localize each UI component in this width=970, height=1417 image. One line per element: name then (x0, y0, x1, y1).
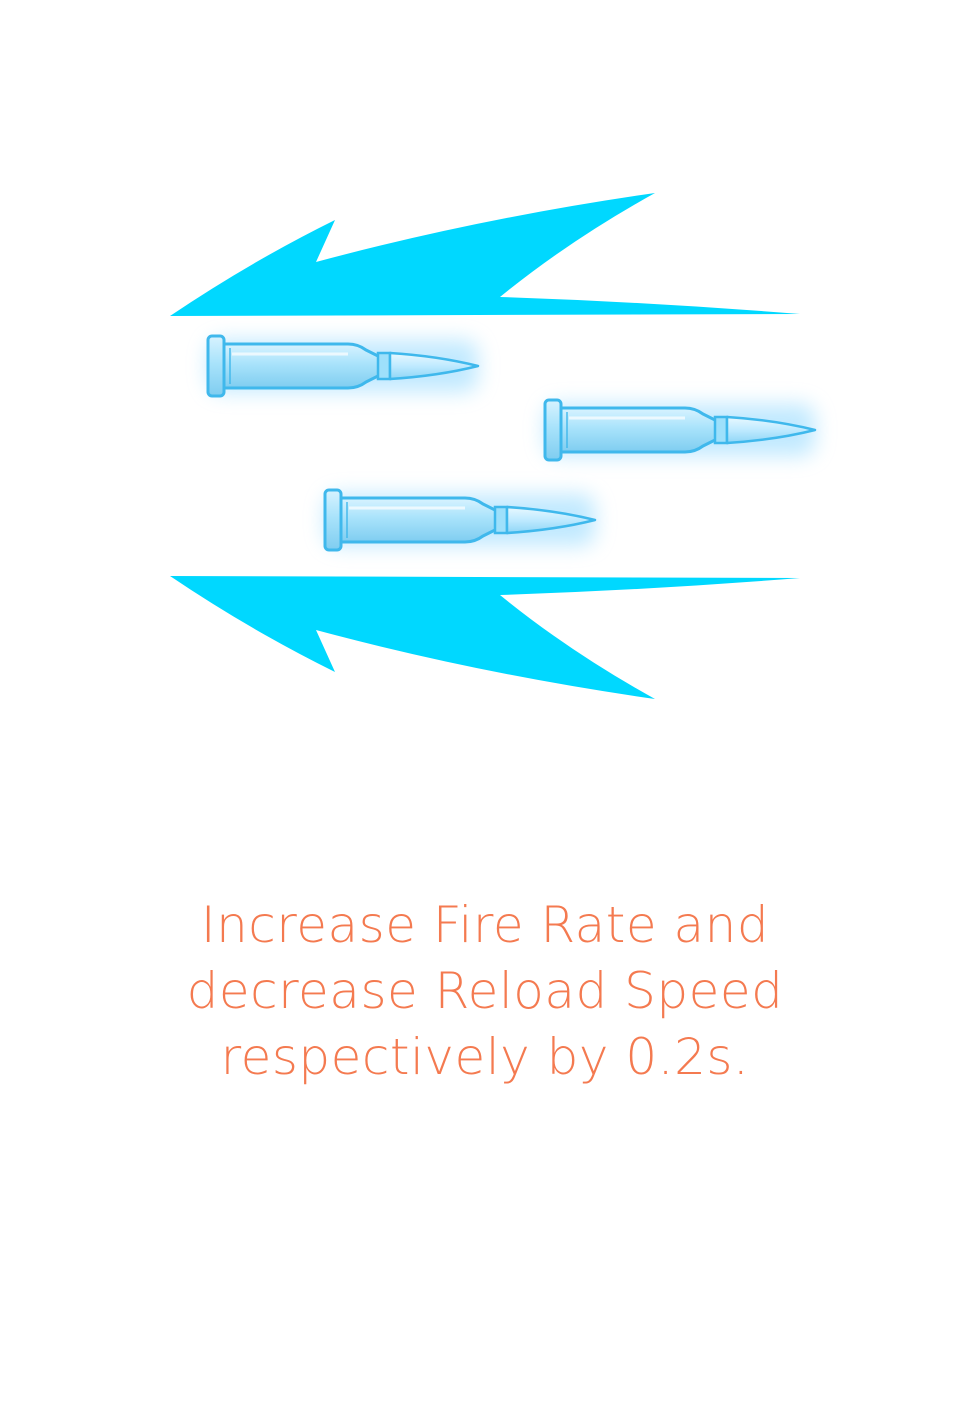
bullet-icon (325, 490, 595, 550)
bullet-icon (208, 336, 478, 396)
speed-arrow-left-icon (170, 193, 800, 316)
bullet-icon (545, 400, 815, 460)
upgrade-artwork (170, 193, 970, 699)
description-line: decrease Reload Speed (186, 962, 784, 1020)
speed-arrow-left-icon (170, 576, 800, 699)
description-line: respectively by 0.2s. (220, 1028, 750, 1086)
description-line: Increase Fire Rate and (200, 896, 770, 954)
card-description: Increase Fire Rate and decrease Reload S… (120, 892, 850, 1090)
